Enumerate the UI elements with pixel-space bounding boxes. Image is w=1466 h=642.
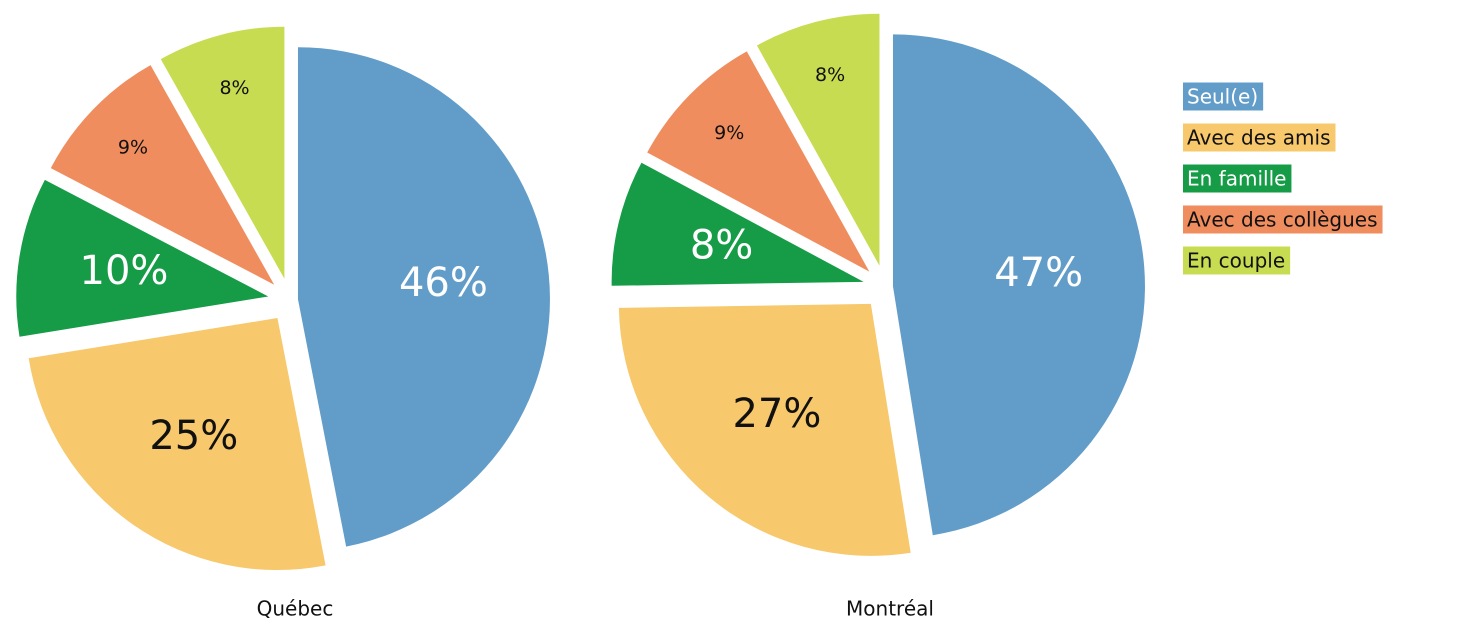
pie-slice: [756, 13, 880, 266]
legend-label: En couple: [1187, 249, 1285, 273]
pie-slice: [892, 34, 1145, 536]
pie-slice: [618, 303, 911, 556]
data-label: 8%: [815, 64, 845, 86]
legend-item: En couple: [1183, 246, 1291, 275]
legend-swatch: [1183, 205, 1383, 234]
data-label: 27%: [732, 391, 821, 437]
data-label: 8%: [690, 222, 753, 268]
legend-item: Avec des collègues: [1183, 205, 1383, 234]
pie-slice: [16, 179, 269, 337]
legend-swatch: [1183, 82, 1264, 111]
pie-slice: [160, 26, 285, 279]
data-label: 25%: [149, 413, 238, 459]
legend-label: Avec des collègues: [1187, 208, 1378, 232]
pie-slice: [297, 47, 550, 547]
data-label: 47%: [994, 250, 1083, 296]
pie-slice: [50, 65, 275, 285]
data-label: 10%: [80, 248, 169, 294]
pie-slice: [28, 318, 326, 571]
legend-label: Avec des amis: [1187, 126, 1331, 150]
legend-swatch: [1183, 123, 1336, 152]
data-label: 9%: [118, 136, 148, 158]
legend-item: En famille: [1183, 164, 1292, 193]
chart-title: Québec: [257, 597, 334, 621]
legend-label: En famille: [1187, 167, 1286, 191]
legend-item: Seul(e): [1183, 82, 1264, 111]
legend-swatch: [1183, 164, 1292, 193]
legend-label: Seul(e): [1187, 85, 1258, 109]
legend-item: Avec des amis: [1183, 123, 1336, 152]
data-label: 46%: [399, 260, 488, 306]
pie-slice: [611, 162, 864, 286]
data-label: 8%: [219, 77, 249, 99]
data-label: 9%: [714, 122, 744, 144]
legend-swatch: [1183, 246, 1291, 275]
chart-title: Montréal: [846, 597, 934, 621]
pie-slice: [647, 51, 870, 272]
